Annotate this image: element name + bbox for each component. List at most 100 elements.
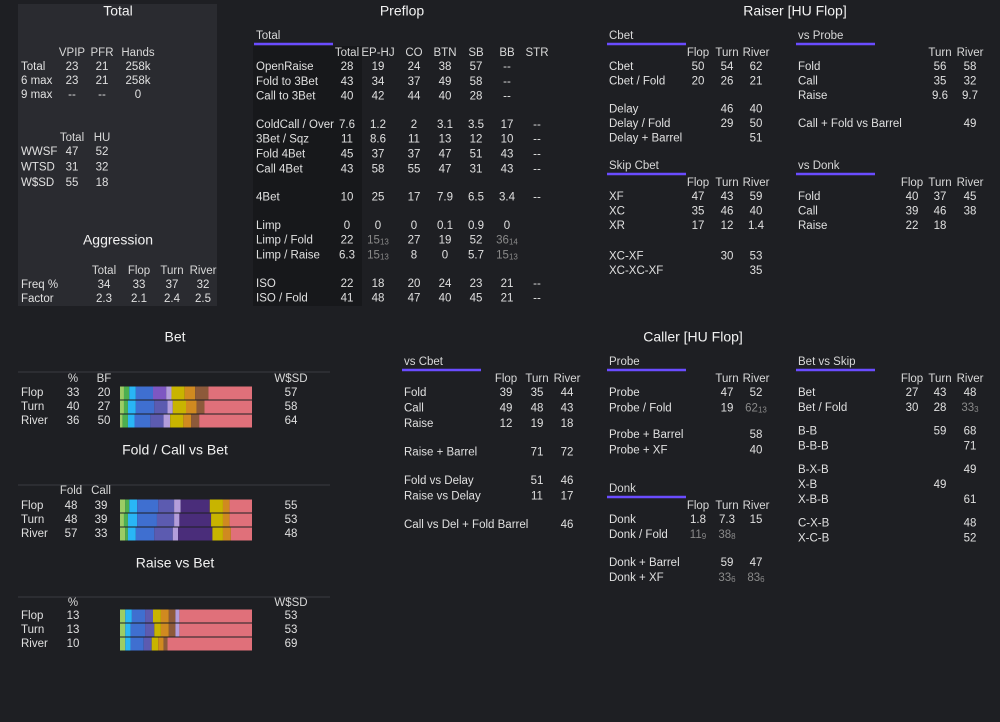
row-label: Raise	[798, 220, 827, 232]
column-header: Flop	[687, 47, 709, 59]
stat-value: 43	[721, 191, 734, 203]
stat-value: 6.5	[468, 192, 484, 204]
column-header: CO	[405, 47, 422, 59]
row-label: Bet	[798, 387, 816, 399]
stat-value: --	[503, 61, 511, 73]
row-label: Call 4Bet	[256, 163, 303, 175]
range-segment	[120, 414, 123, 428]
range-segment	[135, 527, 155, 541]
range-segment	[122, 414, 128, 428]
column-header: Flop	[687, 177, 709, 189]
row-label: Factor	[21, 293, 54, 305]
stat-value: 13	[67, 624, 80, 636]
column-header: Total	[92, 265, 116, 277]
column-header: VPIP	[59, 47, 86, 59]
stat-value: 35	[531, 387, 544, 399]
stat-value: 61	[964, 494, 977, 506]
stat-value: 40	[67, 401, 80, 413]
column-header: HU	[94, 132, 111, 144]
stat-value: 24	[439, 278, 452, 290]
stat-value: 1513	[496, 250, 518, 262]
section-title: Total	[103, 3, 133, 19]
stat-value: 11	[408, 134, 420, 146]
stat-value: 45	[341, 149, 354, 161]
range-segment	[120, 527, 126, 541]
stat-value: 37	[408, 149, 421, 161]
range-segment	[167, 400, 173, 414]
stat-value: 1.2	[370, 119, 386, 131]
stat-value: 48	[372, 293, 385, 305]
stat-value: 18	[96, 177, 109, 189]
range-segment	[174, 499, 181, 513]
row-label: River	[21, 415, 48, 427]
stat-value: 72	[561, 447, 574, 459]
row-label: XC	[609, 206, 625, 218]
stat-value: 59	[934, 426, 947, 438]
column-header: BF	[97, 373, 112, 385]
stat-value: 17	[408, 192, 421, 204]
stat-value: 27	[408, 235, 421, 247]
stat-value: 0	[375, 220, 381, 232]
range-segment	[125, 623, 131, 637]
row-label: Freq %	[21, 279, 58, 291]
section-title: Aggression	[83, 232, 153, 248]
range-segment	[134, 414, 151, 428]
range-segment	[163, 414, 171, 428]
stat-value: 47	[408, 293, 421, 305]
range-segment	[129, 386, 136, 400]
sub-header: Donk	[609, 483, 636, 495]
stat-value: 19	[721, 403, 734, 415]
row-label: Donk / Fold	[609, 529, 668, 541]
stat-value: 21	[96, 61, 109, 73]
stat-value: 34	[98, 279, 111, 291]
row-label: 3Bet / Sqz	[256, 134, 309, 146]
stat-value: 64	[285, 415, 298, 427]
range-segment	[179, 623, 252, 637]
stat-value: 7.9	[437, 192, 453, 204]
stat-value: 13	[67, 610, 80, 622]
stat-value: 49	[500, 403, 513, 415]
stat-value-main: 38	[718, 529, 731, 541]
column-header: Flop	[687, 500, 709, 512]
stat-value: 19	[372, 61, 385, 73]
stat-value: 32	[197, 279, 210, 291]
row-label: Donk + XF	[609, 572, 664, 584]
row-label: Limp / Raise	[256, 250, 320, 262]
column-header: STR	[526, 47, 549, 59]
stat-value: 54	[721, 61, 734, 73]
row-label: Donk + Barrel	[609, 557, 680, 569]
stat-value: 49	[439, 76, 452, 88]
stat-value: 2.3	[96, 293, 112, 305]
range-segment	[184, 386, 196, 400]
range-segment	[123, 400, 128, 414]
stat-value: 38	[964, 206, 977, 218]
stat-value: 48	[285, 528, 298, 540]
column-header: Hands	[121, 47, 154, 59]
stat-value-main: 83	[747, 572, 760, 584]
range-segment	[166, 386, 172, 400]
range-segment	[160, 609, 169, 623]
column-header: River	[957, 177, 984, 189]
range-segment	[145, 623, 155, 637]
row-label: Probe + Barrel	[609, 429, 683, 441]
row-label: Limp	[256, 220, 281, 232]
row-label: XC-XF	[609, 251, 644, 263]
stat-value-main: 15	[367, 235, 380, 247]
stat-value: 28	[934, 402, 947, 414]
range-segment	[174, 513, 180, 527]
stat-value: 25	[372, 192, 385, 204]
stat-value-main: 62	[745, 403, 758, 415]
column-header: BTN	[434, 47, 457, 59]
column-header: River	[554, 373, 581, 385]
stat-value: 42	[372, 91, 385, 103]
stat-value: 43	[501, 163, 514, 175]
range-segment	[160, 623, 169, 637]
column-header: Flop	[901, 177, 923, 189]
stat-value: 17	[692, 220, 705, 232]
row-label: Flop	[21, 610, 43, 622]
stat-value: 28	[470, 91, 483, 103]
column-header: %	[68, 373, 78, 385]
sub-header: vs Probe	[798, 30, 843, 42]
stat-value: 37	[934, 191, 947, 203]
stat-value: 57	[65, 528, 78, 540]
